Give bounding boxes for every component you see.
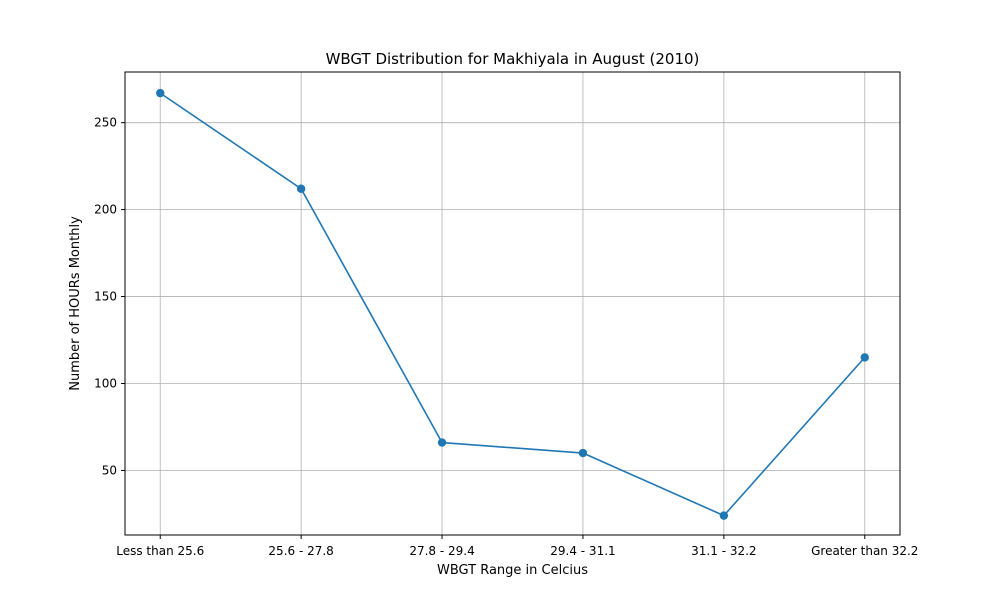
y-tick-label: 100 [94, 376, 117, 390]
data-point [156, 88, 165, 98]
x-tick-label: Greater than 32.2 [811, 544, 918, 558]
grid [125, 72, 900, 535]
y-axis: 50 100 150 200 250 [94, 116, 125, 477]
x-tick-label: 29.4 - 31.1 [550, 544, 615, 558]
y-tick-label: 250 [94, 116, 117, 130]
data-point [437, 438, 447, 447]
y-tick-label: 50 [102, 463, 117, 477]
plot-frame [124, 71, 901, 536]
y-tick-label: 200 [94, 203, 117, 217]
x-tick-label: Less than 25.6 [116, 544, 204, 558]
x-tick-label: 25.6 - 27.8 [268, 544, 333, 558]
x-tick-label: 27.8 - 29.4 [409, 544, 474, 558]
data-series [156, 88, 869, 520]
x-axis: Less than 25.6 25.6 - 27.8 27.8 - 29.4 29.4… [116, 535, 918, 558]
x-tick-label: 31.1 - 32.2 [691, 544, 756, 558]
chart-title: WBGT Distribution for Makhiyala in Augus… [326, 50, 700, 68]
series-line [159, 92, 866, 517]
data-point [719, 511, 729, 520]
y-axis-label: Number of HOURs Monthly [68, 216, 83, 391]
y-tick-label: 150 [94, 290, 117, 304]
data-point [296, 184, 306, 193]
data-point [578, 448, 588, 458]
data-point [860, 353, 869, 362]
x-axis-label: WBGT Range in Celcius [437, 563, 588, 578]
